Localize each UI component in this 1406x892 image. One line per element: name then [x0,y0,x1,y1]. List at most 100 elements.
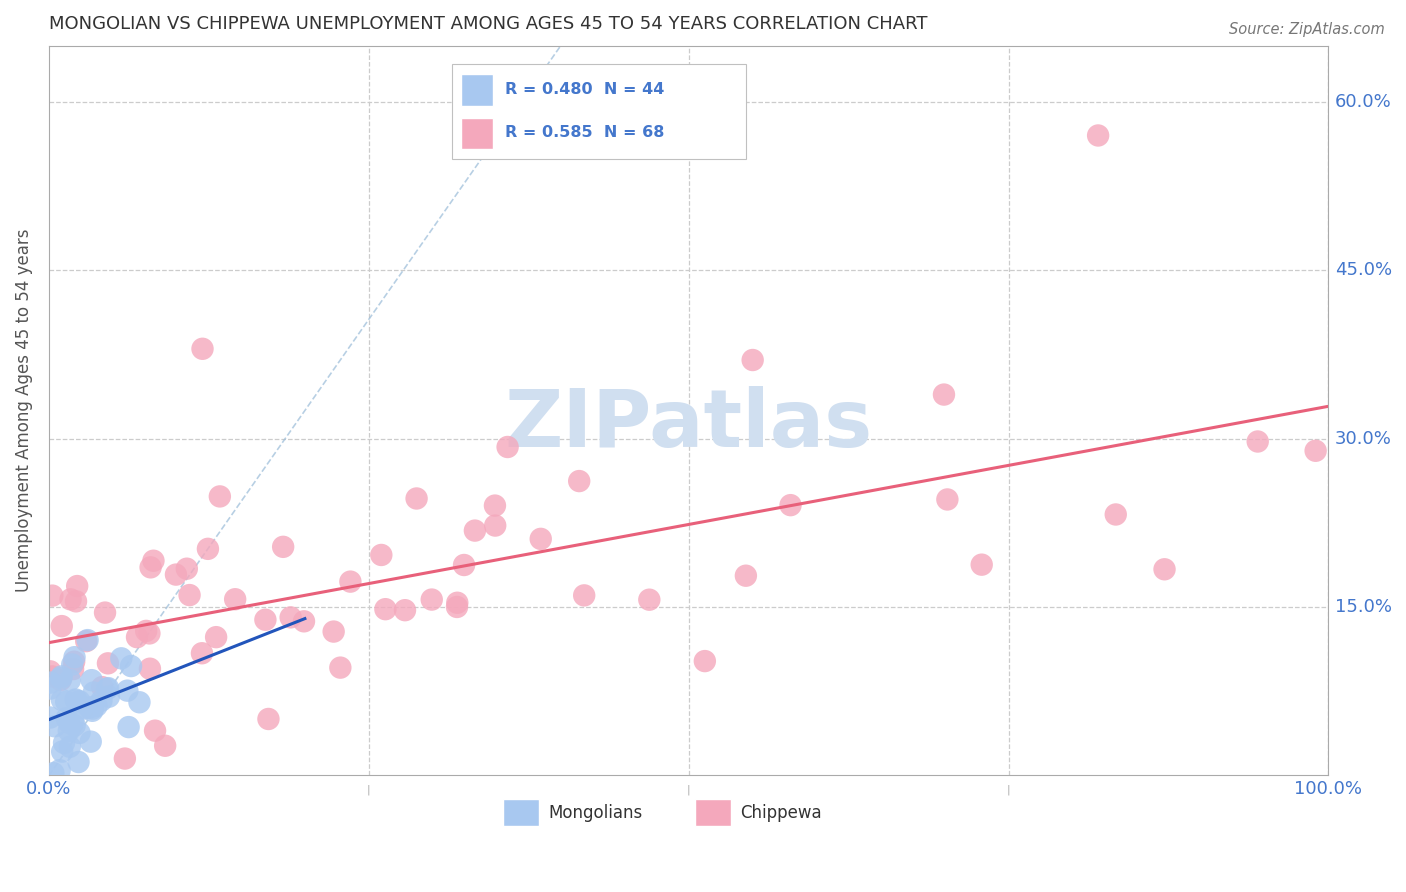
Point [58,715,80,730]
Point [374,602,396,616]
Point [51,745,73,759]
Y-axis label: Unemployment Among Ages 45 to 54 years: Unemployment Among Ages 45 to 54 years [15,228,32,592]
Point [39,665,62,679]
Point [91,680,114,694]
Point [197,541,219,556]
Point [1247,434,1270,449]
Point [72,701,94,715]
Point [82,704,104,718]
Point [51,693,73,707]
Point [405,491,427,506]
Point [143,723,166,738]
Point [125,630,148,644]
Point [97,657,120,671]
Point [120,659,142,673]
Text: 30.0%: 30.0% [1334,430,1392,448]
Point [56,711,79,725]
Point [82,701,104,715]
Point [572,588,595,602]
Point [63,718,86,732]
Point [322,624,344,639]
Point [53,736,76,750]
Point [165,567,187,582]
Point [1105,508,1128,522]
Point [280,610,302,624]
Text: 45.0%: 45.0% [1334,261,1392,279]
Point [58,723,80,738]
Point [49,673,72,687]
Point [59,739,82,754]
Point [191,646,214,660]
Point [96,681,118,696]
Point [83,685,105,699]
FancyBboxPatch shape [695,798,731,827]
Point [51,619,73,633]
Text: Chippewa: Chippewa [740,804,821,822]
Point [41,669,63,683]
Text: |: | [367,784,371,795]
FancyBboxPatch shape [503,798,538,827]
Point [59,673,82,687]
Point [292,615,315,629]
Point [530,532,553,546]
Point [110,651,132,665]
Point [65,693,87,707]
Point [932,387,955,401]
Point [59,592,82,607]
Text: |: | [688,784,690,795]
Point [117,720,139,734]
Point [179,588,201,602]
Text: Source: ZipAtlas.com: Source: ZipAtlas.com [1229,22,1385,37]
Point [138,626,160,640]
Point [62,713,84,727]
Point [329,660,352,674]
Point [39,710,62,724]
Text: |: | [1007,784,1011,795]
Point [42,766,65,780]
Point [39,675,62,690]
Point [63,650,86,665]
Point [420,592,443,607]
Point [114,751,136,765]
Point [970,558,993,572]
Point [97,690,120,704]
Point [446,596,468,610]
Point [208,490,231,504]
Point [1153,562,1175,576]
Point [97,681,120,695]
Point [153,739,176,753]
Point [176,562,198,576]
Point [48,763,70,777]
Point [1087,128,1109,143]
Point [741,353,763,368]
Point [568,474,591,488]
Point [936,492,959,507]
Point [51,669,73,683]
Point [79,700,101,714]
Text: 15.0%: 15.0% [1334,598,1392,616]
Point [41,589,63,603]
Point [779,498,801,512]
Point [370,548,392,562]
Point [496,440,519,454]
Text: ZIPatlas: ZIPatlas [505,386,873,464]
Point [65,692,87,706]
Point [117,683,139,698]
Point [254,613,277,627]
Point [69,694,91,708]
Point [339,574,361,589]
Point [67,755,90,769]
Point [191,342,214,356]
Point [693,654,716,668]
Text: Mongolians: Mongolians [548,804,643,822]
Point [484,499,506,513]
Point [76,633,98,648]
Point [75,634,97,648]
Point [638,592,661,607]
Point [66,579,89,593]
Point [44,719,66,733]
Point [224,592,246,607]
Point [205,630,228,644]
Point [90,693,112,707]
Point [139,662,162,676]
